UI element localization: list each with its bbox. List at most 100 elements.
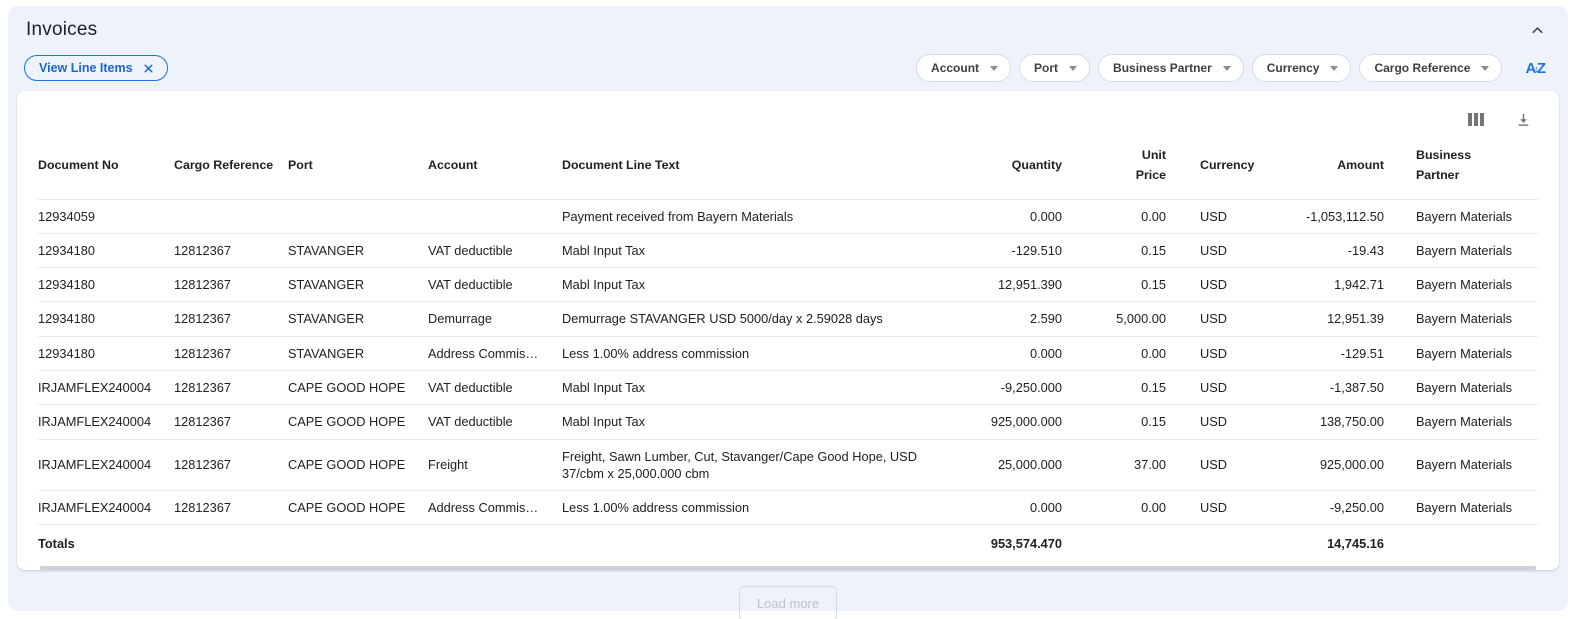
cell-unit_price: 0.15	[1070, 404, 1170, 440]
column-header-amount: Amount	[1254, 130, 1394, 200]
filter-chip-label: Account	[931, 61, 980, 75]
filter-chip-label: Port	[1034, 61, 1059, 75]
cell-cargo_reference	[174, 199, 288, 234]
filter-chip-cargo-reference[interactable]: Cargo Reference	[1359, 54, 1503, 82]
cell-port: CAPE GOOD HOPE	[288, 370, 428, 406]
filter-chip-port[interactable]: Port	[1019, 54, 1091, 82]
table-header-row: Document No Cargo Reference Port Account Doc…	[38, 130, 1538, 200]
cell-amount: -129.51	[1254, 336, 1394, 372]
cell-currency: USD	[1170, 267, 1254, 303]
cell-business_partner: Bayern Materials	[1394, 233, 1538, 269]
column-header-document_no: Document No	[38, 130, 174, 200]
totals-document_no: Totals	[38, 536, 75, 552]
column-header-business_partner: Business Partner	[1394, 130, 1538, 200]
column-header-port: Port	[288, 130, 428, 200]
cell-business_partner: Bayern Materials	[1394, 404, 1538, 440]
filter-chip-label: Cargo Reference	[1374, 61, 1471, 75]
cell-quantity: 925,000.000	[954, 404, 1070, 440]
totals-quantity: 953,574.470	[990, 536, 1062, 552]
column-header-currency: Currency	[1170, 130, 1254, 200]
view-line-items-chip[interactable]: View Line Items	[24, 55, 168, 81]
cell-document_no: 12934180	[38, 301, 174, 337]
column-settings-button[interactable]	[1466, 111, 1486, 128]
columns-icon	[1468, 113, 1484, 126]
cell-account: VAT deductible	[428, 267, 562, 303]
column-header-quantity: Quantity	[954, 130, 1070, 200]
chevron-down-icon	[1481, 65, 1490, 71]
cell-document_no: 12934180	[38, 267, 174, 303]
cell-port: STAVANGER	[288, 267, 428, 303]
view-line-items-label: View Line Items	[39, 61, 133, 75]
filter-chip-account[interactable]: Account	[916, 54, 1012, 82]
cell-amount: -19.43	[1254, 233, 1394, 269]
cell-amount: 925,000.00	[1254, 439, 1394, 492]
cell-quantity: 12,951.390	[954, 267, 1070, 303]
cell-quantity: 0.000	[954, 336, 1070, 372]
cell-port: STAVANGER	[288, 233, 428, 269]
table-row: 12934180 12812367 STAVANGER VAT deductible M…	[38, 267, 1538, 303]
load-more-button[interactable]: Load more	[738, 585, 838, 619]
cell-port: STAVANGER	[288, 301, 428, 337]
totals-port	[288, 525, 428, 564]
table-row: 12934059 Payment received from Bayern Mat…	[38, 199, 1538, 234]
cell-document_line_text: Demurrage STAVANGER USD 5000/day x 2.590…	[562, 301, 954, 337]
cell-unit_price: 0.15	[1070, 370, 1170, 406]
cell-unit_price: 0.00	[1070, 336, 1170, 372]
filter-chip-currency[interactable]: Currency	[1251, 54, 1352, 82]
filter-chip-business-partner[interactable]: Business Partner	[1098, 54, 1244, 82]
cell-cargo_reference: 12812367	[174, 490, 288, 526]
cell-quantity: 0.000	[954, 490, 1070, 526]
cell-cargo_reference: 12812367	[174, 370, 288, 406]
cell-amount: -9,250.00	[1254, 490, 1394, 526]
cell-port: CAPE GOOD HOPE	[288, 404, 428, 440]
table-row: 12934180 12812367 STAVANGER Address Commis……	[38, 336, 1538, 372]
cell-document_no: IRJAMFLEX240004	[38, 404, 174, 440]
table-toolbar	[38, 99, 1538, 130]
cell-document_line_text: Payment received from Bayern Materials	[562, 199, 954, 234]
invoices-table: Document No Cargo Reference Port Account Doc…	[38, 130, 1538, 564]
cell-port: CAPE GOOD HOPE	[288, 490, 428, 526]
download-button[interactable]	[1513, 109, 1534, 130]
cell-document_line_text: Less 1.00% address commission	[562, 490, 954, 526]
cell-document_no: 12934059	[38, 199, 174, 234]
cell-unit_price: 5,000.00	[1070, 301, 1170, 337]
totals-unit_price	[1070, 525, 1170, 564]
cell-account: Address Commis…	[428, 490, 562, 526]
cell-port	[288, 199, 428, 234]
cell-quantity: 0.000	[954, 199, 1070, 234]
horizontal-scrollbar[interactable]	[40, 565, 1536, 570]
totals-currency	[1170, 525, 1254, 564]
sort-letter-a: A	[1525, 59, 1537, 77]
cell-amount: 138,750.00	[1254, 404, 1394, 440]
table-body: 12934059 Payment received from Bayern Mat…	[38, 199, 1538, 526]
sort-alphabetical-button[interactable]: A ↕ Z	[1519, 59, 1552, 78]
chevron-down-icon	[1222, 65, 1231, 71]
sort-letter-z: Z	[1536, 59, 1546, 77]
cell-document_no: 12934180	[38, 336, 174, 372]
cell-quantity: -129.510	[954, 233, 1070, 269]
cell-currency: USD	[1170, 336, 1254, 372]
table-row: 12934180 12812367 STAVANGER Demurrage Demurr…	[38, 301, 1538, 337]
filter-chips: Account Port Business Partner Currency Cargo…	[916, 54, 1552, 82]
chevron-down-icon	[1069, 65, 1078, 71]
invoice-table-card: Document No Cargo Reference Port Account Doc…	[17, 91, 1559, 570]
cell-document_line_text: Mabl Input Tax	[562, 233, 954, 269]
cell-business_partner: Bayern Materials	[1394, 370, 1538, 406]
close-icon[interactable]	[142, 62, 155, 75]
cell-amount: -1,053,112.50	[1254, 199, 1394, 234]
cell-quantity: 2.590	[954, 301, 1070, 337]
cell-cargo_reference: 12812367	[174, 404, 288, 440]
cell-account: Freight	[428, 439, 562, 492]
cell-quantity: -9,250.000	[954, 370, 1070, 406]
filter-chip-label: Currency	[1266, 61, 1320, 75]
cell-currency: USD	[1170, 439, 1254, 492]
totals-row: Totals 953,574.470 14,745.16	[38, 525, 1538, 564]
cell-account: Demurrage	[428, 301, 562, 337]
cell-document_line_text: Freight, Sawn Lumber, Cut, Stavanger/Cap…	[562, 439, 954, 492]
table-row: IRJAMFLEX240004 12812367 CAPE GOOD HOPE VAT…	[38, 404, 1538, 440]
cell-business_partner: Bayern Materials	[1394, 336, 1538, 372]
collapse-panel-button[interactable]	[1527, 20, 1548, 41]
cell-amount: 1,942.71	[1254, 267, 1394, 303]
page-title: Invoices	[26, 19, 98, 40]
